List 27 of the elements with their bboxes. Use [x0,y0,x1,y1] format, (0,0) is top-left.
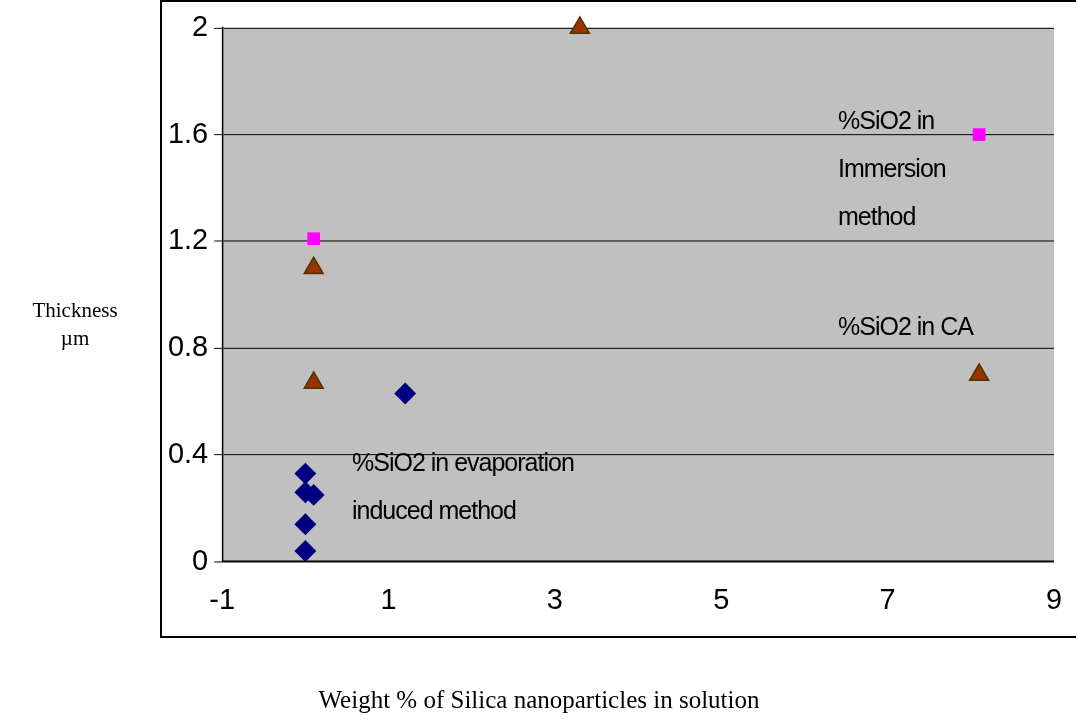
x-tick-label: 7 [879,582,896,615]
point [307,232,321,246]
point [294,540,317,562]
point [394,382,417,405]
point [569,16,591,35]
x-tick-label: 1 [380,582,397,615]
y-tick-label: 2 [192,9,209,42]
series-label: %SiO2 in evaporation induced method [352,447,575,526]
point [303,371,324,390]
x-tick-label: -1 [209,582,236,615]
point [968,363,990,382]
point [294,462,317,485]
x-tick-label: 9 [1045,582,1063,615]
y-tick-label: 1.2 [168,223,209,256]
point [303,256,324,275]
x-axis-title: Weight % of Silica nanoparticles in solution [317,686,761,714]
x-tick-label: 3 [546,582,563,615]
y-tick-label: 1.6 [168,116,209,149]
series-label: %SiO2 in CA [838,311,975,342]
point [294,513,317,536]
x-tick-label: 5 [713,582,730,615]
y-axis-title: Thickness µm [31,297,119,352]
y-tick-label: 0.4 [168,436,209,469]
series-label: %SiO2 in Immersion method [838,105,947,232]
y-tick-label: 0 [192,543,209,576]
point [972,128,986,141]
y-tick-label: 0.8 [168,330,209,363]
